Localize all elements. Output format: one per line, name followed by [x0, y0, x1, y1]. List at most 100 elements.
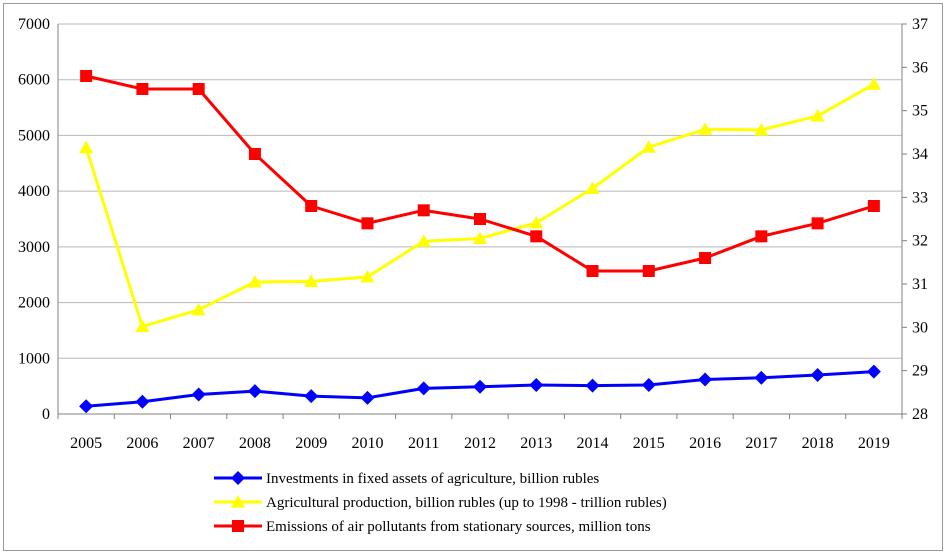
- diamond-marker: [79, 399, 94, 414]
- left-tick-label: 2000: [18, 295, 50, 312]
- left-axis-ticks: 0 1000 2000 3000 4000 5000 6000 7000: [18, 16, 50, 423]
- right-axis-ticks: 28 29 30 31 32 33 34 35 36 37: [912, 16, 928, 423]
- triangle-marker: [529, 215, 544, 229]
- x-tick-label: 2013: [520, 435, 552, 452]
- diamond-marker: [135, 394, 150, 409]
- square-marker: [305, 200, 318, 212]
- x-tick-label: 2011: [408, 435, 439, 452]
- legend-item: Investments in fixed assets of agricultu…: [214, 471, 599, 487]
- square-marker: [811, 217, 824, 230]
- triangle-marker: [247, 274, 262, 288]
- triangle-marker: [810, 108, 825, 122]
- legend-label: Investments in fixed assets of agricultu…: [266, 471, 599, 487]
- diamond-marker: [304, 389, 319, 404]
- triangle-marker: [135, 319, 150, 333]
- square-marker: [361, 217, 374, 230]
- x-tick-label: 2016: [689, 435, 721, 452]
- legend-item: Emissions of air pollutants from station…: [214, 519, 651, 535]
- square-marker: [642, 265, 655, 277]
- right-tick-label: 31: [912, 276, 928, 293]
- x-tick-label: 2005: [70, 435, 102, 452]
- right-tick-label: 32: [912, 233, 928, 250]
- diamond-marker: [641, 378, 656, 393]
- diamond-marker: [698, 372, 713, 387]
- square-marker: [80, 70, 93, 82]
- legend: Investments in fixed assets of agricultu…: [214, 471, 667, 535]
- square-marker: [867, 200, 880, 212]
- right-tick-label: 35: [912, 103, 928, 120]
- square-marker: [530, 230, 543, 243]
- x-tick-label: 2006: [126, 435, 158, 452]
- right-tick-label: 28: [912, 406, 928, 423]
- left-tick-label: 3000: [18, 239, 50, 256]
- right-tick-label: 30: [912, 319, 928, 336]
- diamond-marker: [866, 364, 881, 379]
- square-marker: [136, 83, 149, 95]
- triangle-marker: [641, 140, 656, 153]
- diamond-marker: [754, 370, 769, 385]
- triangle-marker: [79, 140, 94, 154]
- square-marker: [417, 204, 430, 217]
- left-tick-label: 4000: [18, 183, 50, 200]
- square-marker: [192, 83, 205, 95]
- square-marker: [586, 265, 599, 277]
- left-tick-label: 5000: [18, 127, 50, 144]
- series-line: [84, 82, 875, 329]
- triangle-marker: [231, 495, 245, 508]
- triangle-marker: [754, 122, 769, 136]
- diamond-marker: [231, 471, 245, 485]
- series-diamond: [79, 364, 881, 414]
- x-tick-label: 2015: [633, 435, 665, 452]
- x-tick-label: 2008: [239, 435, 271, 452]
- right-tick-label: 29: [912, 363, 928, 380]
- x-tick-label: 2010: [351, 435, 383, 452]
- square-marker: [248, 148, 261, 160]
- x-tick-label: 2007: [183, 435, 215, 452]
- x-tick-label: 2009: [295, 435, 327, 452]
- chart-frame: [3, 3, 943, 551]
- diamond-marker: [473, 379, 487, 394]
- x-tick-label: 2014: [577, 435, 609, 452]
- legend-label: Agricultural production, billion rubles …: [266, 495, 667, 511]
- x-tick-label: 2017: [745, 435, 777, 452]
- left-tick-label: 0: [42, 406, 50, 423]
- legend-label: Emissions of air pollutants from station…: [266, 519, 651, 535]
- x-tick-label: 2012: [464, 435, 496, 452]
- triangle-marker: [304, 274, 319, 287]
- right-tick-label: 33: [912, 189, 928, 206]
- x-tick-label: 2018: [802, 435, 834, 452]
- diamond-marker: [810, 368, 825, 382]
- square-marker: [474, 213, 486, 225]
- series-square: [80, 70, 880, 277]
- left-tick-label: 1000: [18, 350, 50, 367]
- x-tick-label: 2019: [858, 435, 890, 452]
- right-tick-label: 34: [912, 146, 928, 163]
- triangle-marker: [866, 77, 881, 90]
- gridlines: [58, 23, 902, 359]
- series-triangle: [79, 77, 881, 333]
- square-marker: [232, 520, 244, 532]
- right-tick-label: 37: [912, 16, 928, 33]
- square-marker: [755, 230, 768, 243]
- diamond-marker: [247, 384, 262, 399]
- left-tick-label: 6000: [18, 72, 50, 89]
- series-group: [79, 70, 881, 414]
- triangle-marker: [191, 302, 206, 316]
- left-tick-label: 7000: [18, 16, 50, 33]
- triangle-marker: [473, 231, 487, 245]
- legend-item: Agricultural production, billion rubles …: [214, 495, 667, 511]
- triangle-marker: [360, 269, 375, 283]
- triangle-marker: [416, 234, 431, 247]
- triangle-marker: [585, 181, 600, 194]
- x-axis-ticks: 2005 2006 2007 2008 2009 2010 2011 2012 2013 2014…: [70, 435, 890, 452]
- diamond-marker: [191, 387, 206, 402]
- diamond-marker: [529, 378, 544, 393]
- axes: [57, 23, 907, 419]
- right-tick-label: 36: [912, 59, 928, 76]
- diamond-marker: [360, 390, 375, 405]
- diamond-marker: [416, 381, 431, 396]
- triangle-marker: [698, 122, 713, 135]
- square-marker: [699, 252, 712, 264]
- diamond-marker: [585, 378, 600, 393]
